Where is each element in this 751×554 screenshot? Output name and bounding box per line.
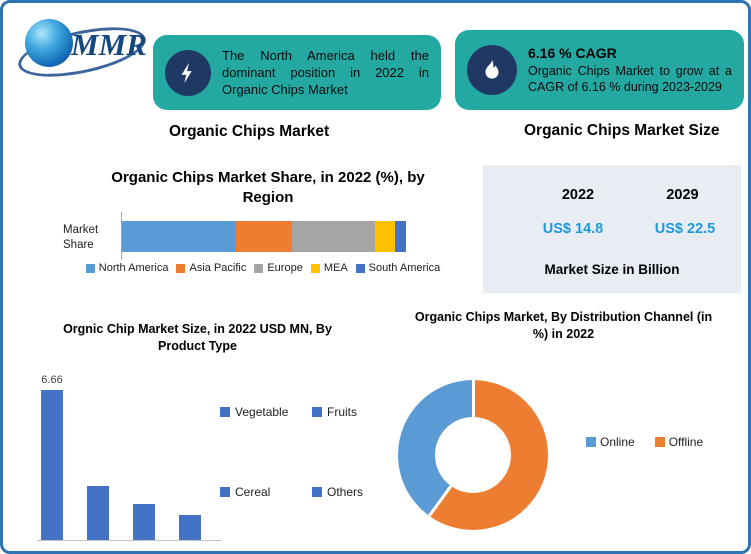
product-chart-title: Orgnic Chip Market Size, in 2022 USD MN,…: [63, 322, 332, 353]
legend-swatch: [654, 437, 665, 447]
bar-slot: 6.66: [41, 374, 63, 540]
legend-item-north-america: North America: [85, 262, 169, 274]
logo-text: MMR: [71, 27, 147, 62]
legend-label: North America: [98, 262, 169, 274]
region-legend: North America Asia Pacific Europe MEA South …: [73, 262, 453, 274]
market-size-2022: US$ 14.8: [542, 221, 604, 237]
legend-label: Others: [327, 485, 364, 499]
bar-others: [179, 515, 201, 540]
year-2029-label: 2029: [666, 187, 699, 203]
market-size-panel: 2022 2029 US$ 14.8 US$ 22.5 Market Size …: [483, 165, 741, 293]
region-segment-europe: [292, 221, 375, 252]
callout-dominant-region: The North America held the dominant posi…: [153, 35, 441, 110]
legend-label: Offline: [668, 435, 704, 449]
legend-item-asia-pacific: Asia Pacific: [176, 262, 246, 274]
legend-item-others: Others: [312, 485, 363, 499]
market-size-2029: US$ 22.5: [654, 221, 716, 237]
product-type-chart: Orgnic Chip Market Size, in 2022 USD MN,…: [15, 311, 380, 551]
cagr-title: 6.16 % CAGR: [528, 44, 617, 61]
region-stacked-bar: [122, 221, 406, 252]
product-bars: 6.66: [41, 374, 201, 540]
year-2022-label: 2022: [561, 187, 595, 203]
legend-swatch: [586, 437, 596, 447]
region-segment-asia-pacific: [235, 221, 293, 252]
bar-cereal: [133, 504, 155, 540]
bar-slot: [133, 488, 155, 540]
legend-swatch: [176, 263, 186, 273]
bar-data-label: 6.66: [41, 374, 63, 386]
legend-item-fruits: Fruits: [312, 405, 357, 419]
section-title-market-size: Organic Chips Market Size: [524, 122, 720, 139]
region-chart-title: Organic Chips Market Share, in 2022 (%),…: [111, 169, 425, 206]
bar-fruits: [87, 486, 109, 540]
legend-label: Europe: [267, 262, 303, 274]
mmr-logo: MMR: [14, 11, 157, 87]
legend-swatch: [312, 407, 322, 417]
section-title-market: Organic Chips Market: [169, 123, 330, 140]
region-segment-north-america: [122, 221, 236, 252]
callout-cagr-textblock: 6.16 % CAGR Organic Chips Market to grow…: [528, 45, 732, 96]
legend-label: MEA: [323, 262, 348, 274]
distribution-channel-chart: Organic Chips Market, By Distribution Ch…: [381, 301, 746, 551]
legend-label: Vegetable: [235, 405, 289, 419]
legend-item-south-america: South America: [355, 262, 441, 274]
region-segment-mea: [374, 221, 395, 252]
donut-legend: Online Offline: [586, 435, 703, 449]
region-axis-label: Market Share: [63, 224, 99, 251]
legend-swatch: [254, 263, 264, 273]
donut-ring: [398, 380, 548, 530]
legend-swatch: [312, 487, 322, 497]
donut-hole: [435, 417, 511, 493]
legend-item-online: Online: [586, 435, 635, 449]
legend-item-offline: Offline: [654, 435, 704, 449]
legend-label: Online: [600, 435, 635, 449]
legend-item-vegetable: Vegetable: [220, 405, 288, 419]
legend-label: Asia Pacific: [189, 262, 247, 274]
product-chart-baseline: [37, 540, 222, 541]
legend-swatch: [220, 407, 230, 417]
legend-label: South America: [368, 262, 441, 274]
globe-icon: [25, 19, 73, 67]
legend-swatch: [310, 263, 320, 273]
market-size-caption: Market Size in Billion: [544, 262, 680, 277]
region-segment-south-america: [394, 221, 406, 252]
callout-cagr: 6.16 % CAGR Organic Chips Market to grow…: [455, 30, 744, 110]
legend-label: Fruits: [327, 405, 357, 419]
bar-slot: [179, 499, 201, 540]
legend-swatch: [355, 263, 365, 273]
legend-swatch: [220, 487, 230, 497]
bar-vegetable: [41, 390, 63, 540]
legend-item-mea: MEA: [310, 262, 348, 274]
legend-label: Cereal: [235, 485, 271, 499]
bar-slot: [87, 470, 109, 540]
donut-chart-title: Organic Chips Market, By Distribution Ch…: [414, 310, 713, 341]
legend-item-europe: Europe: [254, 262, 303, 274]
legend-swatch: [85, 263, 95, 273]
callout-text: The North America held the dominant posi…: [222, 47, 429, 98]
lightning-icon: [165, 49, 211, 96]
legend-item-cereal: Cereal: [220, 485, 270, 499]
flame-icon: [467, 45, 517, 95]
region-axis-line: [121, 212, 122, 260]
cagr-body: Organic Chips Market to grow at a CAGR o…: [528, 63, 732, 94]
